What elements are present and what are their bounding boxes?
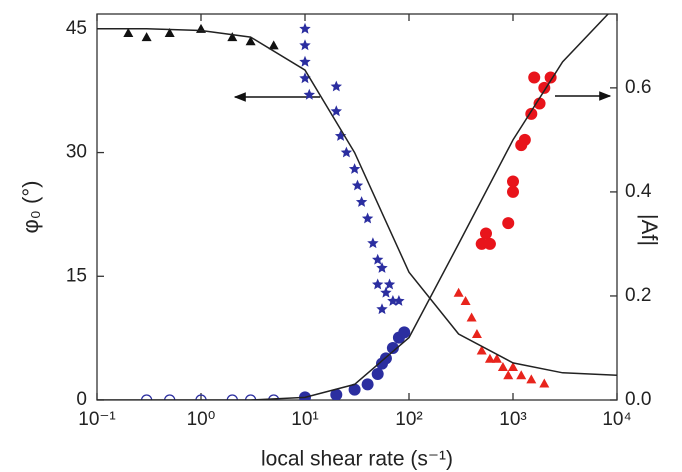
triangle-point	[123, 27, 134, 37]
star-point	[376, 262, 388, 273]
triangle-point	[484, 353, 495, 363]
x-tick-label: 10⁰	[187, 409, 216, 430]
circle-point	[479, 227, 492, 240]
circle-point	[330, 388, 343, 400]
triangle-point	[497, 362, 508, 372]
y-tick-label: 0	[76, 389, 87, 410]
star-point	[351, 179, 364, 191]
circle-point	[507, 175, 519, 188]
circle-point	[528, 71, 541, 84]
star-point	[340, 146, 353, 158]
y-tick-label: 45	[66, 18, 87, 39]
y-tick-label: 15	[66, 265, 87, 286]
star-point	[355, 196, 368, 207]
x-tick-label: 10²	[395, 409, 422, 430]
triangle-point	[268, 40, 279, 50]
star-point	[330, 80, 342, 92]
open-circle-point	[140, 394, 153, 400]
star-point	[367, 237, 379, 249]
x-tick-label: 10⁻¹	[78, 409, 116, 430]
open-circle-point	[244, 394, 257, 400]
y-tick-label: 30	[66, 142, 87, 163]
open-circle-point	[164, 394, 176, 400]
star-point	[299, 39, 311, 51]
circle-point	[361, 378, 374, 391]
x-tick-label: 10³	[499, 409, 526, 430]
circle-point	[507, 185, 519, 198]
triangle-point	[164, 27, 175, 37]
fit-curve	[97, 14, 610, 400]
circle-point	[544, 71, 557, 84]
triangle-point	[503, 370, 514, 380]
triangle-point	[526, 374, 537, 384]
star-point	[334, 130, 347, 141]
circle-point	[371, 367, 384, 380]
circle-point	[475, 237, 488, 250]
star-point	[299, 55, 311, 67]
circle-point	[502, 217, 515, 230]
star-point	[387, 295, 399, 306]
star-point	[299, 22, 311, 34]
triangle-point	[141, 32, 152, 42]
circle-point	[348, 383, 361, 396]
x-axis-label: local shear rate (s⁻¹)	[261, 448, 453, 471]
star-point	[330, 105, 342, 117]
circle-point	[533, 97, 546, 110]
star-point	[393, 295, 405, 306]
y2-tick-label: 0.4	[625, 181, 652, 202]
star-point	[376, 303, 388, 315]
triangle-point	[453, 287, 464, 297]
triangle-point	[460, 296, 471, 306]
star-point	[303, 88, 315, 100]
triangle-point	[516, 370, 527, 380]
y2-axis-label: |Af|	[637, 214, 662, 246]
y2-tick-label: 0.0	[625, 389, 651, 410]
star-point	[372, 253, 384, 265]
star-point	[383, 278, 396, 290]
star-point	[380, 286, 392, 298]
plot-area	[97, 14, 617, 400]
star-point	[372, 278, 384, 290]
triangle-point	[471, 329, 482, 339]
open-circle-point	[268, 394, 280, 400]
fit-curve	[97, 28, 617, 377]
y2-tick-label: 0.2	[625, 285, 651, 306]
open-circle-point	[226, 394, 238, 400]
open-circle-point	[195, 394, 207, 400]
circle-point	[518, 133, 531, 146]
y-axis-label: φ₀ (°)	[18, 181, 43, 234]
y2-tick-label: 0.6	[625, 77, 651, 98]
star-point	[348, 163, 361, 174]
plot-frame	[96, 13, 618, 401]
x-tick-label: 10⁴	[602, 409, 631, 430]
circle-point	[398, 326, 411, 339]
star-point	[361, 212, 374, 224]
star-point	[299, 72, 311, 84]
triangle-point	[539, 378, 550, 388]
triangle-point	[245, 36, 256, 46]
circle-point	[483, 237, 496, 250]
triangle-point	[508, 362, 518, 372]
circle-point	[386, 341, 399, 354]
triangle-point	[227, 32, 238, 42]
triangle-point	[491, 353, 502, 363]
triangle-point	[476, 345, 487, 355]
x-tick-label: 10¹	[291, 409, 318, 430]
triangle-point	[466, 312, 477, 322]
